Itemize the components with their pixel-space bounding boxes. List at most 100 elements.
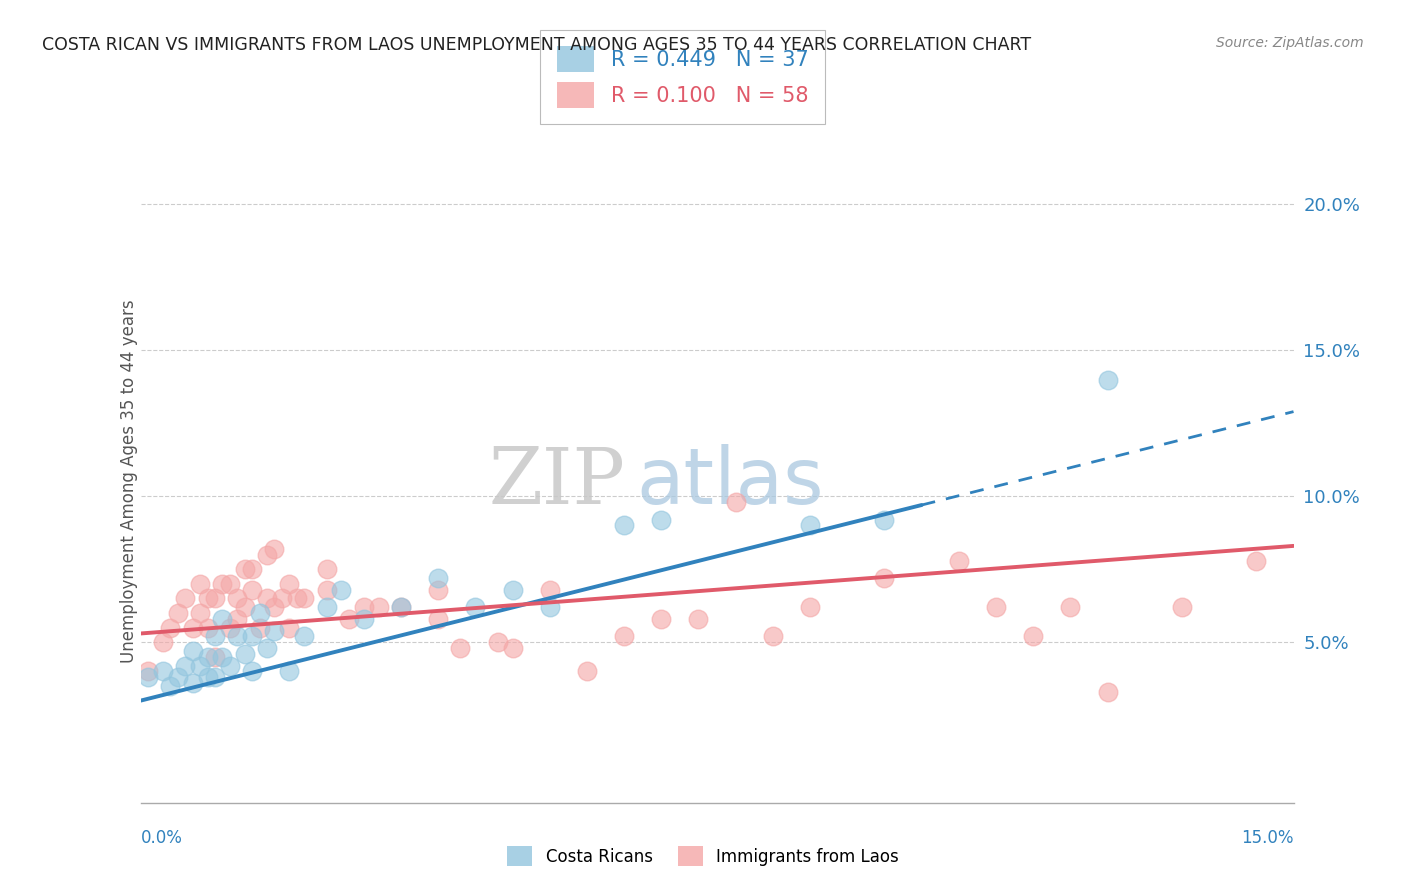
Point	[502, 582, 524, 597]
Point	[197, 591, 219, 606]
Point	[174, 591, 197, 606]
Point	[1097, 372, 1119, 386]
Point	[152, 665, 174, 679]
Point	[1022, 629, 1045, 643]
Point	[166, 606, 188, 620]
Y-axis label: Unemployment Among Ages 35 to 44 years: Unemployment Among Ages 35 to 44 years	[121, 300, 138, 664]
Point	[315, 582, 337, 597]
Point	[263, 600, 285, 615]
Point	[1097, 685, 1119, 699]
Point	[240, 629, 263, 643]
Point	[337, 612, 360, 626]
Point	[152, 635, 174, 649]
Legend: R = 0.449   N = 37, R = 0.100   N = 58: R = 0.449 N = 37, R = 0.100 N = 58	[540, 29, 825, 124]
Point	[292, 629, 315, 643]
Text: Source: ZipAtlas.com: Source: ZipAtlas.com	[1216, 36, 1364, 50]
Point	[166, 670, 188, 684]
Point	[389, 600, 412, 615]
Point	[211, 612, 233, 626]
Point	[136, 665, 159, 679]
Text: 15.0%: 15.0%	[1241, 829, 1294, 847]
Point	[181, 676, 204, 690]
Point	[873, 571, 896, 585]
Point	[204, 670, 226, 684]
Point	[226, 612, 249, 626]
Point	[278, 577, 301, 591]
Point	[315, 600, 337, 615]
Point	[538, 582, 561, 597]
Point	[204, 591, 226, 606]
Point	[159, 621, 181, 635]
Point	[197, 670, 219, 684]
Point	[197, 649, 219, 664]
Point	[233, 562, 256, 576]
Point	[233, 600, 256, 615]
Point	[449, 641, 471, 656]
Text: COSTA RICAN VS IMMIGRANTS FROM LAOS UNEMPLOYMENT AMONG AGES 35 TO 44 YEARS CORRE: COSTA RICAN VS IMMIGRANTS FROM LAOS UNEM…	[42, 36, 1032, 54]
Point	[240, 665, 263, 679]
Point	[427, 582, 450, 597]
Point	[136, 670, 159, 684]
Point	[353, 612, 375, 626]
Point	[724, 495, 747, 509]
Point	[188, 658, 211, 673]
Point	[263, 624, 285, 638]
Point	[330, 582, 353, 597]
Legend: Costa Ricans, Immigrants from Laos: Costa Ricans, Immigrants from Laos	[499, 838, 907, 875]
Point	[218, 658, 240, 673]
Point	[389, 600, 412, 615]
Point	[1246, 553, 1268, 567]
Point	[204, 649, 226, 664]
Point	[174, 658, 197, 673]
Point	[188, 606, 211, 620]
Point	[688, 612, 710, 626]
Point	[181, 644, 204, 658]
Point	[1059, 600, 1081, 615]
Point	[181, 621, 204, 635]
Point	[211, 577, 233, 591]
Point	[285, 591, 308, 606]
Point	[427, 612, 450, 626]
Point	[197, 621, 219, 635]
Point	[233, 647, 256, 661]
Point	[226, 629, 249, 643]
Point	[226, 591, 249, 606]
Point	[948, 553, 970, 567]
Point	[1171, 600, 1194, 615]
Point	[204, 629, 226, 643]
Point	[315, 562, 337, 576]
Point	[650, 513, 672, 527]
Point	[353, 600, 375, 615]
Point	[240, 582, 263, 597]
Text: 0.0%: 0.0%	[141, 829, 183, 847]
Point	[256, 591, 278, 606]
Point	[188, 577, 211, 591]
Point	[256, 548, 278, 562]
Point	[240, 562, 263, 576]
Point	[799, 518, 821, 533]
Point	[159, 679, 181, 693]
Point	[367, 600, 389, 615]
Point	[502, 641, 524, 656]
Point	[486, 635, 509, 649]
Point	[575, 665, 598, 679]
Point	[271, 591, 294, 606]
Point	[292, 591, 315, 606]
Point	[256, 641, 278, 656]
Point	[278, 665, 301, 679]
Point	[799, 600, 821, 615]
Point	[538, 600, 561, 615]
Point	[263, 541, 285, 556]
Point	[613, 518, 636, 533]
Point	[249, 621, 271, 635]
Point	[218, 621, 240, 635]
Point	[984, 600, 1007, 615]
Point	[278, 621, 301, 635]
Point	[873, 513, 896, 527]
Text: ZIP: ZIP	[488, 444, 624, 519]
Point	[218, 577, 240, 591]
Point	[650, 612, 672, 626]
Point	[464, 600, 486, 615]
Point	[211, 649, 233, 664]
Point	[249, 606, 271, 620]
